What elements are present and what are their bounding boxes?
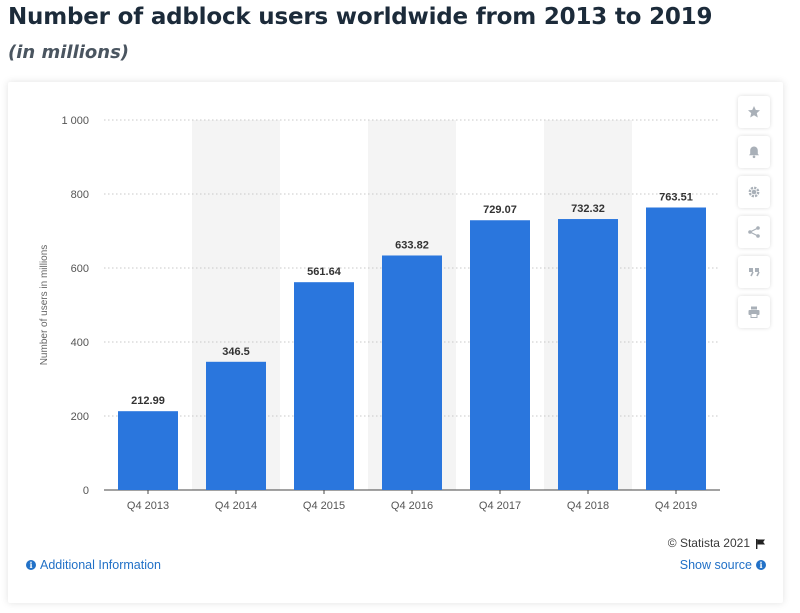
additional-information-label: Additional Information	[40, 558, 161, 572]
copyright-text: © Statista 2021	[667, 536, 750, 550]
x-tick-label: Q4 2015	[303, 500, 345, 512]
data-label: 346.5	[222, 346, 250, 358]
bar[interactable]	[382, 255, 442, 490]
chart-toolbar	[738, 96, 770, 336]
show-source-link[interactable]: Show source i	[680, 558, 766, 572]
y-tick-label: 400	[71, 337, 89, 349]
info-icon: i	[26, 560, 36, 570]
y-tick-label: 200	[71, 411, 89, 423]
data-label: 732.32	[571, 203, 605, 215]
bar[interactable]	[646, 207, 706, 491]
favorite-button[interactable]	[738, 96, 770, 128]
settings-button[interactable]	[738, 176, 770, 208]
y-axis-label: Number of users in millions	[39, 245, 50, 366]
x-tick-label: Q4 2013	[127, 500, 169, 512]
bar[interactable]	[118, 411, 178, 490]
quote-icon	[749, 268, 760, 277]
bar[interactable]	[206, 361, 266, 490]
x-tick-label: Q4 2017	[479, 500, 521, 512]
star-icon	[748, 106, 760, 118]
x-tick-label: Q4 2019	[655, 500, 697, 512]
bar[interactable]	[294, 282, 354, 490]
data-label: 212.99	[131, 395, 165, 407]
x-tick-label: Q4 2018	[567, 500, 609, 512]
chart-subtitle: (in millions)	[8, 42, 130, 63]
print-icon	[748, 306, 760, 318]
chart-title: Number of adblock users worldwide from 2…	[8, 4, 713, 30]
gear-icon	[748, 186, 760, 198]
additional-information-link[interactable]: i Additional Information	[26, 558, 161, 572]
data-label: 633.82	[395, 239, 429, 251]
share-icon	[748, 226, 760, 238]
share-button[interactable]	[738, 216, 770, 248]
show-source-label: Show source	[679, 558, 752, 572]
data-label: 561.64	[307, 266, 342, 278]
y-tick-label: 1 000	[61, 115, 89, 127]
copyright-notice: © Statista 2021	[668, 536, 766, 550]
flag-icon[interactable]	[755, 538, 766, 549]
bar[interactable]	[558, 219, 618, 490]
data-label: 763.51	[659, 192, 693, 204]
notification-button[interactable]	[738, 136, 770, 168]
data-label: 729.07	[483, 204, 517, 216]
y-tick-label: 0	[83, 485, 89, 497]
print-button[interactable]	[738, 296, 770, 328]
y-tick-label: 800	[71, 189, 89, 201]
cite-button[interactable]	[738, 256, 770, 288]
x-tick-label: Q4 2014	[215, 500, 257, 512]
bar[interactable]	[470, 220, 530, 491]
x-tick-label: Q4 2016	[391, 500, 433, 512]
info-icon: i	[756, 560, 766, 570]
y-tick-label: 600	[71, 263, 89, 275]
bell-icon	[749, 146, 759, 159]
